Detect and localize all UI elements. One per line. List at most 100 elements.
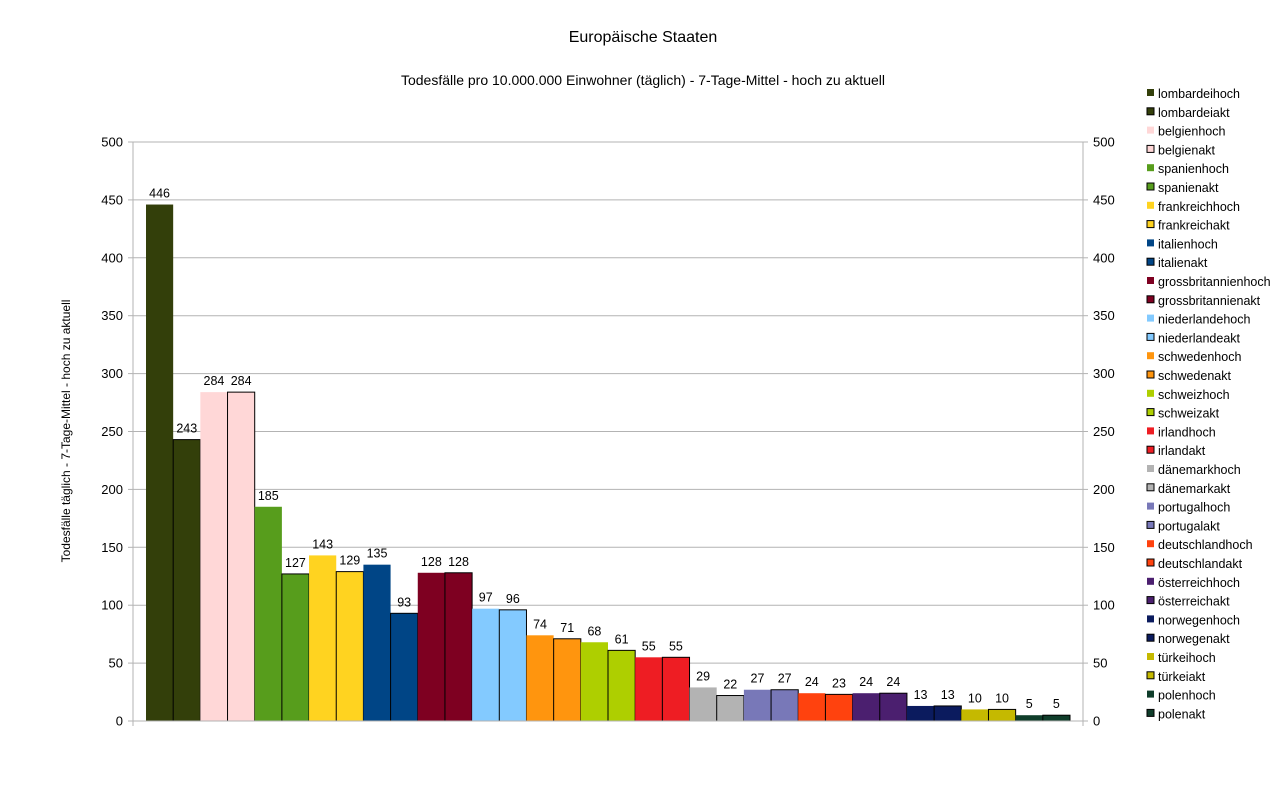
- legend-label-italienakt: italienakt: [1158, 256, 1208, 270]
- legend-label-schweizhoch: schweizhoch: [1158, 388, 1230, 402]
- legend-label-belgienakt: belgienakt: [1158, 143, 1216, 157]
- bar-lombardeiakt: [172, 439, 201, 722]
- bar-italienhoch: [363, 564, 391, 721]
- bar-türkeiakt: [987, 708, 1017, 722]
- legend-swatch-lombardeihoch: [1147, 89, 1154, 96]
- data-label-dänemarkhoch: 29: [696, 669, 710, 683]
- y-tick-label: 100: [101, 598, 123, 613]
- bar-grossbritannienakt: [444, 572, 473, 722]
- bar-österreichhoch: [852, 693, 880, 721]
- legend-label-österreichakt: österreichakt: [1158, 595, 1230, 609]
- bar-niederlandeakt: [498, 609, 527, 722]
- bar-portugalakt: [770, 689, 799, 722]
- data-label-norwegenakt: 13: [941, 688, 955, 702]
- bar-grossbritannienhoch: [417, 572, 445, 721]
- legend-swatch-schwedenhoch: [1147, 352, 1154, 360]
- legend-label-grossbritannienakt: grossbritannienakt: [1158, 294, 1261, 308]
- legend-label-irlandakt: irlandakt: [1158, 444, 1206, 458]
- data-label-norwegenhoch: 13: [914, 688, 928, 702]
- y-tick-label: 0: [116, 714, 123, 729]
- legend-label-österreichhoch: österreichhoch: [1158, 576, 1240, 590]
- bar-norwegenakt: [933, 705, 962, 722]
- bar-deutschlandakt: [824, 693, 854, 722]
- legend-swatch-türkeihoch: [1147, 653, 1154, 660]
- data-label-polenakt: 5: [1053, 697, 1060, 711]
- legend-swatch-italienhoch: [1147, 239, 1154, 247]
- y-tick-label: 450: [1093, 192, 1115, 207]
- data-label-irlandakt: 55: [669, 639, 683, 653]
- legend-label-lombardeiakt: lombardeiakt: [1158, 106, 1230, 120]
- legend-swatch-irlandakt: [1146, 445, 1155, 454]
- legend-swatch-schweizhoch: [1147, 389, 1154, 397]
- legend-swatch-lombardeiakt: [1146, 107, 1155, 116]
- bar-portugalhoch: [743, 689, 772, 721]
- bar-dänemarkakt: [716, 695, 745, 722]
- bar-frankreichhoch: [309, 555, 337, 721]
- legend-swatch-norwegenhoch: [1147, 615, 1154, 623]
- legend-label-spanienakt: spanienakt: [1158, 181, 1219, 195]
- legend-label-irlandhoch: irlandhoch: [1158, 425, 1216, 439]
- y-tick-label: 100: [1093, 598, 1115, 613]
- bar-schweizhoch: [580, 642, 608, 721]
- y-tick-label: 300: [101, 366, 123, 381]
- bar-polenakt: [1042, 714, 1071, 722]
- legend-label-norwegenakt: norwegenakt: [1158, 632, 1230, 646]
- y-tick-label: 500: [1093, 135, 1115, 150]
- legend-swatch-dänemarkhoch: [1147, 465, 1154, 472]
- axes: [132, 142, 1084, 726]
- legend-label-portugalakt: portugalakt: [1158, 519, 1220, 533]
- legend-label-portugalhoch: portugalhoch: [1158, 501, 1230, 515]
- chart-title: Europäische Staaten: [569, 29, 718, 46]
- data-label-belgienhoch: 284: [204, 374, 225, 388]
- legend-swatch-schweizakt: [1146, 408, 1155, 417]
- legend-label-dänemarkhoch: dänemarkhoch: [1158, 463, 1241, 477]
- legend-swatch-dänemarkakt: [1146, 483, 1155, 492]
- bar-norwegenhoch: [906, 705, 935, 721]
- legend-label-italienhoch: italienhoch: [1158, 237, 1218, 251]
- legend-swatch-grossbritannienakt: [1146, 295, 1155, 304]
- bar-deutschlandhoch: [798, 693, 826, 721]
- legend-label-frankreichhoch: frankreichhoch: [1158, 200, 1240, 214]
- data-label-schwedenakt: 71: [560, 621, 574, 635]
- y-tick-label: 450: [101, 192, 123, 207]
- legend-label-spanienhoch: spanienhoch: [1158, 162, 1229, 176]
- data-label-lombardeihoch: 446: [149, 187, 170, 201]
- y-tick-label: 150: [101, 540, 123, 555]
- bar-schwedenakt: [553, 638, 582, 722]
- legend-swatch-österreichakt: [1146, 596, 1155, 605]
- data-label-frankreichhoch: 143: [312, 537, 333, 551]
- bars: [146, 204, 1071, 722]
- data-label-grossbritannienhoch: 128: [421, 555, 442, 569]
- data-label-spanienhoch: 185: [258, 489, 279, 503]
- legend-label-norwegenhoch: norwegenhoch: [1158, 613, 1240, 627]
- y-tick-label: 50: [1093, 656, 1107, 671]
- data-label-irlandhoch: 55: [642, 639, 656, 653]
- legend-label-grossbritannienhoch: grossbritannienhoch: [1158, 275, 1271, 289]
- legend-swatch-spanienhoch: [1147, 164, 1154, 172]
- legend-label-türkeiakt: türkeiakt: [1158, 670, 1206, 684]
- data-label-belgienakt: 284: [231, 374, 252, 388]
- y-tick-label: 300: [1093, 366, 1115, 381]
- legend-swatch-spanienakt: [1146, 182, 1155, 191]
- data-label-lombardeiakt: 243: [176, 422, 197, 436]
- y-axis-label: Todesfälle täglich - 7-Tage-Mittel - hoc…: [59, 300, 73, 563]
- y-tick-label: 400: [101, 250, 123, 265]
- legend-swatch-türkeiakt: [1146, 671, 1155, 680]
- data-label-spanienakt: 127: [285, 556, 306, 570]
- data-label-niederlandehoch: 97: [479, 591, 493, 605]
- legend-label-deutschlandhoch: deutschlandhoch: [1158, 538, 1253, 552]
- data-label-italienakt: 93: [397, 595, 411, 609]
- bar-belgienhoch: [200, 392, 228, 721]
- legend-swatch-belgienhoch: [1147, 126, 1154, 134]
- data-label-niederlandeakt: 96: [506, 592, 520, 606]
- legend-swatch-italienakt: [1146, 257, 1155, 266]
- bar-schweizakt: [607, 649, 636, 722]
- data-label-österreichhoch: 24: [859, 675, 873, 689]
- legend-swatch-polenakt: [1146, 708, 1155, 717]
- legend-label-niederlandehoch: niederlandehoch: [1158, 313, 1250, 327]
- legend-label-deutschlandakt: deutschlandakt: [1158, 557, 1243, 571]
- bar-lombardeihoch: [146, 204, 174, 722]
- legend-swatch-niederlandehoch: [1147, 314, 1154, 322]
- y-tick-label: 150: [1093, 540, 1115, 555]
- legend-label-schweizakt: schweizakt: [1158, 407, 1220, 421]
